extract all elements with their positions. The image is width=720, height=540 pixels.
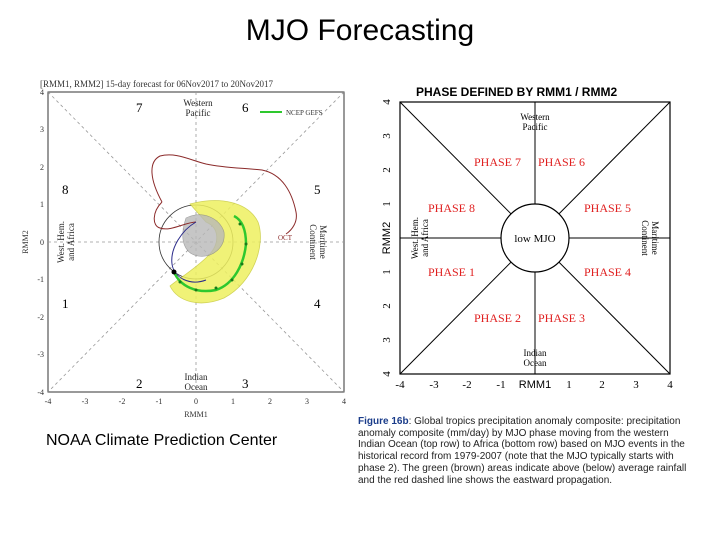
svg-text:-2: -2 bbox=[119, 397, 126, 406]
label-and-africa: and Africa bbox=[66, 223, 76, 261]
svg-text:4: 4 bbox=[40, 88, 44, 97]
phase-number-5: 5 bbox=[314, 182, 321, 197]
phase-2-label: PHASE 2 bbox=[474, 311, 521, 325]
svg-text:2: 2 bbox=[381, 303, 393, 309]
phase-number-7: 7 bbox=[136, 100, 143, 115]
y-tick-labels: 4 3 2 1 0 -1 -2 -3 -4 bbox=[37, 88, 44, 397]
svg-text:-4: -4 bbox=[395, 379, 405, 391]
label-continent: Continent bbox=[308, 224, 318, 260]
svg-text:1: 1 bbox=[566, 379, 572, 391]
forecast-spread-gray bbox=[182, 214, 225, 257]
legend-label: NCEP GEFS bbox=[286, 109, 323, 117]
forecast-mean-path bbox=[171, 221, 207, 283]
label-western-pacific: Western bbox=[183, 98, 213, 108]
svg-text:4: 4 bbox=[381, 99, 393, 105]
svg-text:-4: -4 bbox=[45, 397, 52, 406]
svg-text:4: 4 bbox=[342, 397, 346, 406]
observed-trajectory bbox=[151, 154, 297, 235]
low-mjo-circle bbox=[500, 203, 570, 273]
svg-text:-1: -1 bbox=[37, 275, 44, 284]
svg-text:0: 0 bbox=[194, 397, 198, 406]
phase-y-ticks: 4 3 2 1 1 2 3 4 bbox=[381, 99, 393, 377]
svg-text:2: 2 bbox=[268, 397, 272, 406]
label-western: Western bbox=[520, 112, 550, 122]
rmm-forecast-plot: [RMM1, RMM2] 15-day forecast for 06Nov20… bbox=[20, 72, 352, 422]
label-west-hem: West. Hem. bbox=[56, 221, 66, 263]
svg-text:2: 2 bbox=[381, 167, 393, 173]
svg-text:-3: -3 bbox=[82, 397, 89, 406]
label-western-pacific-2: Pacific bbox=[186, 108, 211, 118]
svg-text:-1: -1 bbox=[156, 397, 163, 406]
forecast-plot-header: [RMM1, RMM2] 15-day forecast for 06Nov20… bbox=[40, 79, 273, 89]
svg-text:0: 0 bbox=[40, 238, 44, 247]
svg-text:-2: -2 bbox=[462, 379, 471, 391]
svg-text:2: 2 bbox=[599, 379, 605, 391]
label-continent-r: Continent bbox=[640, 220, 650, 256]
phase-3-label: PHASE 3 bbox=[538, 311, 585, 325]
phase-definition-svg: PHASE DEFINED BY RMM1 / RMM2 low MJO Wes… bbox=[381, 85, 673, 391]
phase-labels: PHASE 7 PHASE 6 PHASE 8 PHASE 5 PHASE 1 … bbox=[428, 155, 631, 325]
svg-text:1: 1 bbox=[231, 397, 235, 406]
label-pacific: Pacific bbox=[523, 122, 548, 132]
svg-text:4: 4 bbox=[667, 379, 673, 391]
phase-8-label: PHASE 8 bbox=[428, 201, 475, 215]
svg-text:-3: -3 bbox=[429, 379, 439, 391]
caption-text: : Global tropics precipitation anomaly c… bbox=[358, 416, 687, 486]
phase-number-2: 2 bbox=[136, 376, 143, 391]
phase-diagram-title: PHASE DEFINED BY RMM1 / RMM2 bbox=[416, 85, 617, 99]
figure-caption: Figure 16b: Global tropics precipitation… bbox=[358, 416, 698, 486]
svg-text:3: 3 bbox=[305, 397, 309, 406]
phase-6-label: PHASE 6 bbox=[538, 155, 585, 169]
forecast-xlabel: RMM1 bbox=[184, 410, 208, 419]
page-title: MJO Forecasting bbox=[245, 14, 475, 47]
phase-number-3: 3 bbox=[242, 376, 249, 391]
label-indian: Indian bbox=[524, 348, 547, 358]
month-label: OCT bbox=[278, 234, 293, 242]
label-west-hem-r: West. Hem. bbox=[410, 217, 420, 259]
phase-number-6: 6 bbox=[242, 100, 249, 115]
phase-x-ticks: -4 -3 -2 -1 1 2 3 4 bbox=[395, 379, 673, 391]
svg-text:-2: -2 bbox=[37, 313, 44, 322]
label-maritime: Maritime bbox=[318, 225, 328, 259]
phase-1-label: PHASE 1 bbox=[428, 265, 475, 279]
svg-text:-1: -1 bbox=[496, 379, 505, 391]
svg-text:2: 2 bbox=[40, 163, 44, 172]
phase-ylabel: RMM2 bbox=[381, 222, 393, 254]
phase-xlabel: RMM1 bbox=[519, 379, 551, 391]
ensemble-mean-path bbox=[172, 214, 248, 293]
svg-text:1: 1 bbox=[40, 200, 44, 209]
caption-lead: Figure 16b bbox=[358, 416, 409, 427]
label-indian-ocean-2: Ocean bbox=[185, 382, 208, 392]
svg-text:1: 1 bbox=[381, 201, 393, 207]
phase-5-label: PHASE 5 bbox=[584, 201, 631, 215]
svg-text:-3: -3 bbox=[37, 350, 44, 359]
label-indian-ocean: Indian bbox=[185, 372, 208, 382]
svg-text:3: 3 bbox=[633, 379, 639, 391]
credit-text: NOAA Climate Prediction Center bbox=[46, 432, 278, 449]
phase-7-label: PHASE 7 bbox=[474, 155, 521, 169]
svg-text:3: 3 bbox=[381, 337, 393, 343]
phase-number-4: 4 bbox=[314, 296, 321, 311]
label-ocean: Ocean bbox=[524, 358, 547, 368]
x-tick-labels: -4 -3 -2 -1 0 1 2 3 4 bbox=[45, 397, 346, 406]
forecast-start-marker bbox=[171, 269, 177, 275]
phase-4-label: PHASE 4 bbox=[584, 265, 631, 279]
svg-text:1: 1 bbox=[381, 269, 393, 275]
forecast-ylabel: RMM2 bbox=[21, 230, 30, 254]
center-label: low MJO bbox=[514, 233, 555, 245]
rmm-forecast-svg: [RMM1, RMM2] 15-day forecast for 06Nov20… bbox=[21, 79, 346, 419]
phase-definition-diagram: PHASE DEFINED BY RMM1 / RMM2 low MJO Wes… bbox=[368, 80, 680, 396]
svg-text:3: 3 bbox=[40, 125, 44, 134]
phase-number-8: 8 bbox=[62, 182, 69, 197]
phase-number-1: 1 bbox=[62, 296, 69, 311]
ensemble-points bbox=[178, 222, 248, 292]
label-maritime-r: Maritime bbox=[650, 221, 660, 255]
label-and-africa-r: and Africa bbox=[420, 219, 430, 257]
svg-text:3: 3 bbox=[381, 133, 393, 139]
svg-text:-4: -4 bbox=[37, 388, 44, 397]
svg-text:4: 4 bbox=[381, 371, 393, 377]
